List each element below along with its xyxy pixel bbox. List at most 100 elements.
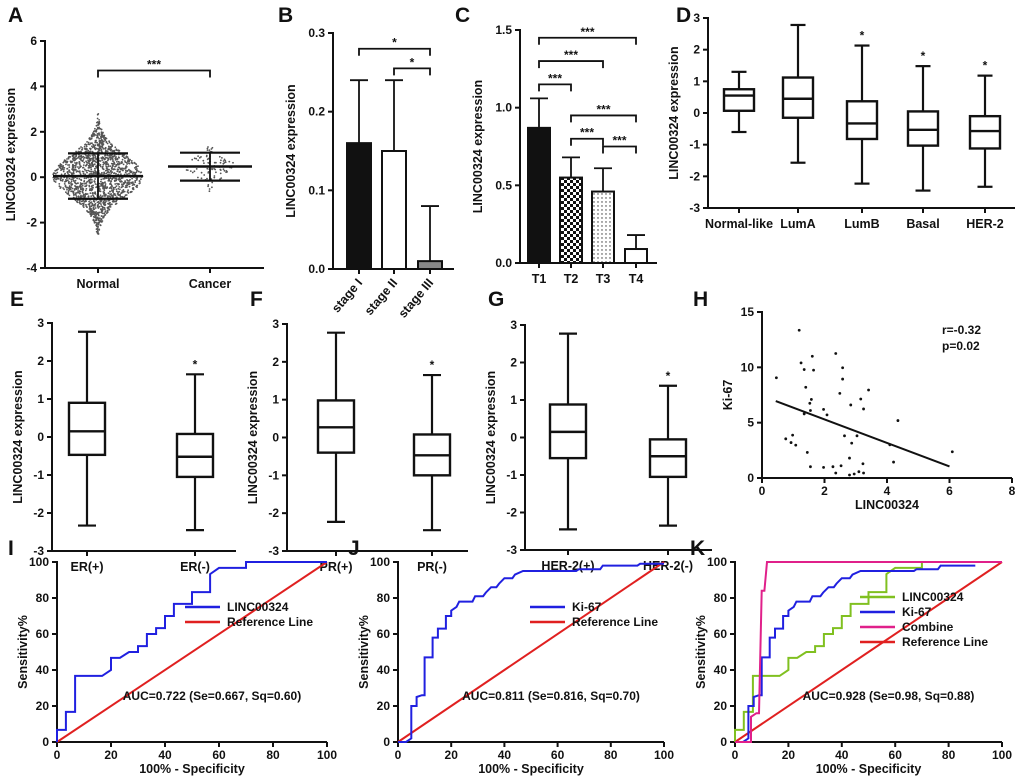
- data-point: [114, 146, 117, 149]
- data-point: [198, 156, 201, 159]
- y-tick-label: 0.3: [308, 26, 325, 40]
- data-point: [89, 192, 92, 195]
- data-point: [74, 185, 77, 188]
- data-point: [64, 185, 67, 188]
- significance-bracket: [358, 47, 431, 56]
- data-point: [106, 162, 108, 165]
- y-tick-label: 0: [510, 431, 517, 445]
- data-point: [197, 176, 199, 179]
- data-point: [69, 156, 72, 158]
- data-point: [114, 180, 116, 183]
- data-point: [86, 141, 88, 143]
- data-point: [109, 156, 111, 159]
- data-point: [58, 166, 61, 169]
- data-point: [130, 181, 133, 184]
- data-point: [205, 154, 208, 157]
- data-point: [121, 169, 124, 172]
- data-point: [228, 160, 231, 163]
- data-point: [86, 155, 89, 158]
- data-point: [104, 183, 107, 185]
- data-point: [93, 163, 96, 166]
- significance-stars: ***: [596, 102, 610, 116]
- y-tick-label: 0.5: [495, 178, 512, 192]
- data-point: [90, 195, 93, 198]
- data-point: [129, 170, 132, 172]
- data-point: [122, 163, 125, 166]
- data-point: [65, 186, 68, 189]
- data-point: [105, 177, 108, 180]
- data-point: [72, 179, 75, 182]
- data-point: [84, 189, 87, 192]
- regression-line: [775, 400, 950, 468]
- data-point: [117, 168, 120, 171]
- data-point: [55, 172, 57, 175]
- data-point: [104, 195, 106, 197]
- data-point: [852, 472, 856, 476]
- data-point: [97, 150, 99, 153]
- data-point: [78, 185, 80, 188]
- data-point: [75, 150, 77, 153]
- data-point: [109, 183, 111, 185]
- data-point: [87, 162, 89, 164]
- data-point: [126, 191, 129, 193]
- data-point: [106, 171, 109, 174]
- data-point: [107, 163, 110, 166]
- data-point: [95, 158, 97, 161]
- x-tick-label: 0: [54, 748, 61, 762]
- data-point: [91, 162, 94, 165]
- data-point: [100, 203, 102, 206]
- y-tick-label: 2: [30, 125, 37, 139]
- data-point: [72, 177, 75, 180]
- y-tick-label: 60: [714, 627, 728, 641]
- data-point: [102, 161, 105, 164]
- data-point: [92, 215, 95, 218]
- roc-curve-combine: [735, 561, 1002, 743]
- data-point: [87, 159, 89, 162]
- data-point: [98, 211, 101, 214]
- data-point: [63, 159, 66, 162]
- data-point: [189, 170, 192, 173]
- data-point: [114, 203, 117, 206]
- data-point: [784, 437, 788, 441]
- data-point: [100, 182, 103, 185]
- data-point: [56, 176, 58, 179]
- significance-bracket: [602, 145, 637, 154]
- y-tick-label: -2: [268, 506, 279, 520]
- data-point: [128, 185, 131, 188]
- data-point: [108, 171, 110, 174]
- y-tick-label: 80: [714, 591, 728, 605]
- data-point: [70, 186, 73, 189]
- x-tick-label: 40: [158, 748, 172, 762]
- y-tick-label: 20: [377, 699, 391, 713]
- data-point: [118, 156, 120, 159]
- data-point: [99, 163, 102, 166]
- data-point: [76, 185, 79, 188]
- data-point: [91, 145, 93, 148]
- x-category-label: T1: [532, 272, 547, 286]
- data-point: [75, 194, 77, 197]
- y-tick-label: 0: [720, 735, 727, 749]
- data-point: [90, 215, 92, 218]
- legend-label: Ki-67: [572, 600, 602, 614]
- data-point: [54, 169, 57, 172]
- data-point: [97, 212, 99, 215]
- bar: [381, 150, 407, 270]
- data-point: [83, 161, 86, 164]
- data-point: [114, 186, 117, 189]
- significance-stars: ***: [564, 48, 578, 62]
- data-point: [102, 208, 104, 211]
- data-point: [112, 191, 114, 194]
- y-tick-label: -4: [26, 261, 37, 275]
- data-point: [100, 200, 102, 203]
- data-point: [224, 159, 227, 162]
- data-point: [87, 143, 90, 146]
- data-point: [118, 190, 121, 193]
- data-point: [203, 174, 206, 176]
- data-point: [90, 187, 93, 190]
- y-tick-label: 80: [36, 591, 50, 605]
- data-point: [117, 183, 120, 186]
- data-point: [95, 224, 98, 227]
- significance-stars: ***: [147, 58, 161, 72]
- data-point: [82, 164, 85, 167]
- data-point: [74, 159, 76, 161]
